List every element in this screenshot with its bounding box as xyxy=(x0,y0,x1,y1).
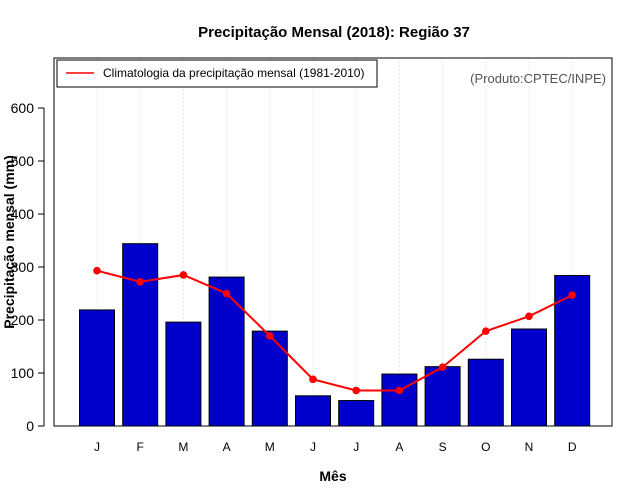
legend-box xyxy=(56,59,378,88)
climatology-point-7 xyxy=(352,386,361,395)
climatology-point-4 xyxy=(222,289,231,298)
climatology-line xyxy=(96,269,573,392)
bar-11 xyxy=(511,328,547,427)
y-tick-label: 0 xyxy=(26,418,34,434)
source-annotation: (Produto:CPTEC/INPE) xyxy=(470,71,606,86)
x-tick-label: J xyxy=(94,440,100,454)
y-tick-label: 400 xyxy=(11,206,35,222)
legend-label: Climatologia da precipitação mensal (198… xyxy=(103,66,364,80)
x-tick-label: M xyxy=(178,440,188,454)
climatology-point-8 xyxy=(395,386,404,395)
bar-3 xyxy=(165,321,202,427)
climatology-point-3 xyxy=(179,271,188,279)
bar-5 xyxy=(251,330,288,427)
legend: Climatologia da precipitação mensal (198… xyxy=(56,59,378,88)
y-tick-label: 600 xyxy=(11,100,35,116)
x-axis-label: Mês xyxy=(319,468,346,484)
climatology-point-6 xyxy=(309,375,317,384)
y-axis-label: Precipitação mensal (mm) xyxy=(1,155,17,329)
bar-1 xyxy=(79,309,115,427)
plot-frame xyxy=(53,57,613,427)
x-tick-label: S xyxy=(439,440,447,454)
x-tick-label: J xyxy=(310,440,316,454)
bar-2 xyxy=(122,243,159,427)
x-tick-label: A xyxy=(223,440,231,454)
bar-7 xyxy=(338,400,375,427)
climatology-point-11 xyxy=(525,312,533,321)
climatology-point-10 xyxy=(482,327,490,335)
x-tick-label: N xyxy=(525,440,534,454)
climatology-series xyxy=(93,266,576,395)
climatology-point-5 xyxy=(266,332,274,340)
climatology-point-1 xyxy=(93,266,101,275)
bar-9 xyxy=(424,366,461,427)
climatology-point-9 xyxy=(438,363,447,371)
y-axis: 0 100 200 300 400 500 600 xyxy=(11,100,45,434)
y-tick-label: 200 xyxy=(11,312,35,328)
x-tick-label: D xyxy=(568,440,577,454)
y-tick-label: 300 xyxy=(11,259,35,275)
x-tick-label: A xyxy=(395,440,403,454)
x-tick-label: F xyxy=(137,440,144,454)
bar-8 xyxy=(381,373,418,427)
chart-title: Precipitação Mensal (2018): Região 37 xyxy=(198,24,470,41)
climatology-point-2 xyxy=(136,278,144,286)
bar-10 xyxy=(467,358,504,427)
grid-lines xyxy=(96,58,573,426)
climatology-point-12 xyxy=(568,291,576,299)
bars xyxy=(79,243,591,427)
x-tick-label: O xyxy=(481,440,490,454)
x-tick-label: J xyxy=(353,440,359,454)
bar-4 xyxy=(208,276,245,427)
y-tick-label: 500 xyxy=(11,153,35,169)
bar-6 xyxy=(295,395,331,427)
x-tick-label: M xyxy=(265,440,275,454)
y-tick-label: 100 xyxy=(11,365,35,381)
